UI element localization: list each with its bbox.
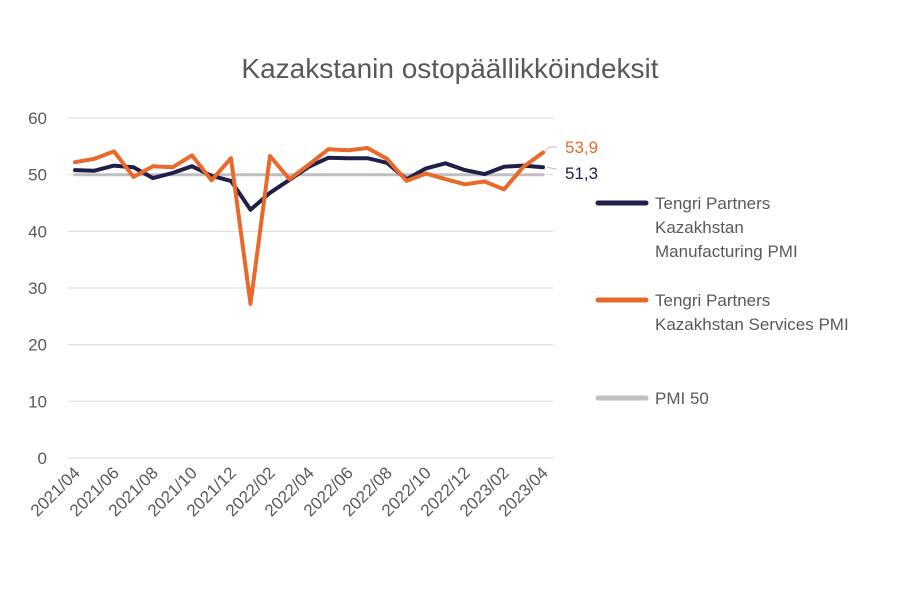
services-end-leader (544, 146, 550, 153)
legend-label-1: Tengri Partners (655, 291, 770, 310)
legend-label-1: Kazakhstan Services PMI (655, 315, 849, 334)
manufacturing-end-label: 51,3 (565, 164, 598, 183)
gridlines (68, 117, 553, 459)
y-axis-ticks: 0 10 20 30 40 50 60 (28, 109, 47, 468)
y-tick-label: 0 (38, 449, 47, 468)
series-lines (73, 146, 545, 306)
legend-label-0: Tengri Partners (655, 194, 770, 213)
series-line-1 (73, 146, 545, 306)
y-tick-label: 30 (28, 279, 47, 298)
legend-label-0: Manufacturing PMI (655, 242, 798, 261)
legend-label-2: PMI 50 (655, 389, 709, 408)
legend: Tengri Partners Kazakhstan Manufacturing P… (595, 194, 849, 408)
legend-label-0: Kazakhstan (655, 218, 744, 237)
y-tick-label: 20 (28, 336, 47, 355)
end-labels: 53,9 51,3 (544, 138, 598, 183)
x-axis-ticks: 2021/042021/062021/082021/102021/122022/… (27, 463, 552, 520)
manufacturing-end-leader (546, 166, 558, 170)
chart-title: Kazakstanin ostopäällikköindeksit (241, 53, 658, 84)
y-tick-label: 40 (28, 222, 47, 241)
y-tick-label: 50 (28, 166, 47, 185)
y-tick-label: 60 (28, 109, 47, 128)
y-tick-label: 10 (28, 392, 47, 411)
services-end-label: 53,9 (565, 138, 598, 157)
